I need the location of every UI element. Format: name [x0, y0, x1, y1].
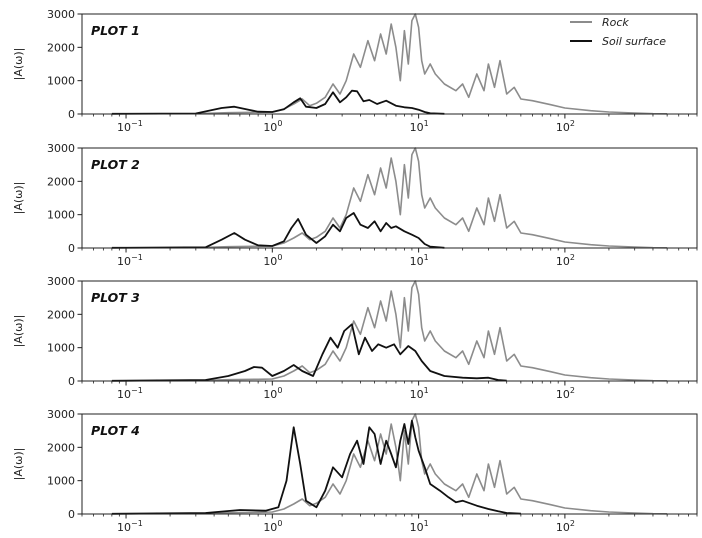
y-axis-label: |A(ω)| — [12, 315, 25, 348]
series-line-rock — [111, 147, 668, 249]
x-tick-label: 102 — [556, 386, 575, 401]
x-tick-label: 100 — [263, 386, 282, 401]
panel-title: PLOT 2 — [91, 157, 140, 172]
legend: Rock Soil surface — [570, 16, 666, 48]
panel-4: 10−1 100 101 102 0 1000 2000 3000 |A(ω)| PLOT 4 — [12, 408, 698, 534]
series-line-soil-surface — [111, 89, 445, 115]
plot-frame — [81, 280, 698, 382]
series-line-rock — [111, 280, 668, 382]
y-tick-label: 2000 — [47, 441, 75, 454]
y-tick-label: 3000 — [47, 408, 75, 421]
x-tick-label: 100 — [263, 119, 282, 134]
legend-label: Soil surface — [602, 35, 666, 48]
x-tick-label: 10−1 — [117, 119, 143, 134]
panel-title: PLOT 4 — [91, 423, 140, 438]
y-tick-label: 0 — [68, 242, 75, 255]
x-tick-label: 10−1 — [117, 253, 143, 268]
panel-title: PLOT 1 — [91, 23, 140, 38]
series-line-rock — [111, 13, 668, 115]
y-tick-label: 2000 — [47, 308, 75, 321]
y-tick-label: 3000 — [47, 275, 75, 288]
y-tick-label: 0 — [68, 108, 75, 121]
y-axis-label: |A(ω)| — [12, 448, 25, 481]
y-tick-label: 2000 — [47, 175, 75, 188]
plot-frame — [81, 413, 698, 515]
y-axis-label: |A(ω)| — [12, 182, 25, 215]
x-tick-label: 10−1 — [117, 386, 143, 401]
y-tick-label: 0 — [68, 375, 75, 388]
series-line-soil-surface — [111, 419, 521, 515]
x-tick-label: 101 — [410, 119, 429, 134]
panel-1: 10−1 100 101 102 0 1000 2000 3000 |A(ω)| PLOT 1 — [12, 8, 698, 134]
x-tick-label: 102 — [556, 253, 575, 268]
x-tick-label: 101 — [410, 253, 429, 268]
series-line-rock — [111, 413, 668, 515]
panel-title: PLOT 3 — [91, 290, 140, 305]
y-tick-label: 2000 — [47, 41, 75, 54]
y-tick-label: 3000 — [47, 142, 75, 155]
legend-label: Rock — [602, 16, 629, 29]
x-tick-label: 101 — [410, 519, 429, 534]
x-tick-label: 100 — [263, 519, 282, 534]
panel-3: 10−1 100 101 102 0 1000 2000 3000 |A(ω)| PLOT 3 — [12, 275, 698, 401]
series-line-soil-surface — [111, 323, 507, 382]
plot-frame — [81, 147, 698, 249]
x-tick-label: 10−1 — [117, 519, 143, 534]
x-tick-label: 102 — [556, 519, 575, 534]
panel-2: 10−1 100 101 102 0 1000 2000 3000 |A(ω)| PLOT 2 — [12, 142, 698, 268]
y-tick-label: 1000 — [47, 475, 75, 488]
y-tick-label: 1000 — [47, 209, 75, 222]
x-tick-label: 100 — [263, 253, 282, 268]
x-tick-label: 102 — [556, 119, 575, 134]
y-axis-label: |A(ω)| — [12, 48, 25, 81]
series-line-soil-surface — [111, 212, 445, 249]
y-tick-label: 3000 — [47, 8, 75, 21]
y-tick-label: 0 — [68, 508, 75, 521]
plot-frame — [81, 13, 698, 115]
y-tick-label: 1000 — [47, 75, 75, 88]
x-tick-label: 101 — [410, 386, 429, 401]
y-tick-label: 1000 — [47, 342, 75, 355]
